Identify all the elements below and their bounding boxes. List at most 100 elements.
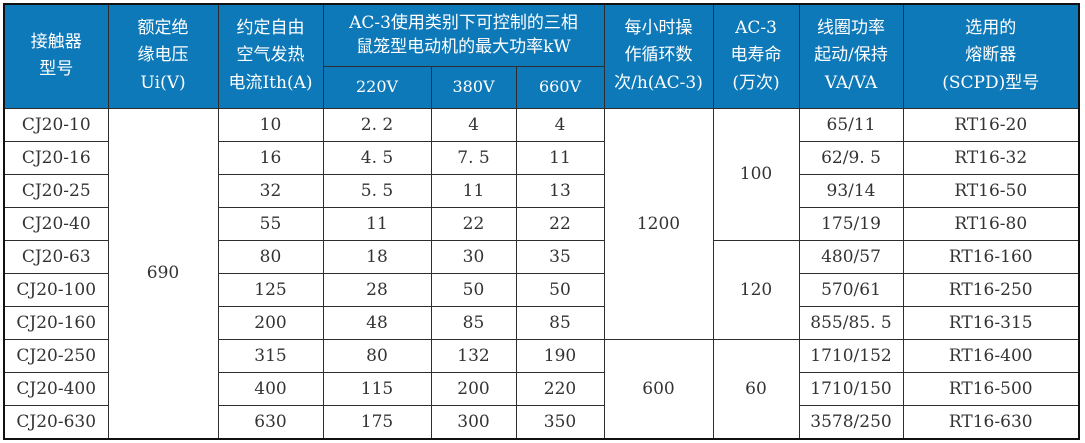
cell-coil: 570/61 — [798, 272, 904, 307]
table-header: 接触器 型号 额定绝 缘电压 Ui(V) 约定自由 空气发热 电流Ith(A) … — [3, 3, 1080, 109]
cell-ith: 125 — [217, 272, 324, 307]
cell-kw-220: 80 — [322, 338, 432, 373]
cell-kw-660: 4 — [515, 107, 605, 142]
header-row-top: 接触器 型号 额定绝 缘电压 Ui(V) 约定自由 空气发热 电流Ith(A) … — [3, 3, 1080, 109]
cell-model: CJ20-16 — [3, 140, 109, 175]
table-row: CJ20-63 80 18 30 35 120 480/57 RT16-160 — [3, 239, 1080, 340]
cell-kw-380: 11 — [430, 173, 517, 208]
cell-ui: 690 — [107, 107, 219, 439]
cell-fuse: RT16-315 — [902, 305, 1080, 340]
cell-fuse: RT16-160 — [902, 239, 1080, 274]
cell-coil: 855/85. 5 — [798, 305, 904, 340]
cell-model: CJ20-160 — [3, 305, 109, 340]
cell-ith: 200 — [217, 305, 324, 340]
cell-kw-660: 50 — [515, 272, 605, 307]
cell-model: CJ20-25 — [3, 173, 109, 208]
cell-coil: 480/57 — [798, 239, 904, 274]
cell-coil: 175/19 — [798, 206, 904, 241]
cell-kw-380: 7. 5 — [430, 140, 517, 175]
cell-kw-380: 200 — [430, 371, 517, 406]
cell-fuse: RT16-500 — [902, 371, 1080, 406]
header-cycles: 每小时操 作循环数 次/h(AC-3) — [603, 3, 714, 109]
header-660v: 660V — [515, 65, 605, 109]
cell-life: 120 — [712, 239, 800, 340]
cell-kw-660: 85 — [515, 305, 605, 340]
cell-kw-380: 22 — [430, 206, 517, 241]
cell-coil: 1710/152 — [798, 338, 904, 373]
table-row: CJ20-10 690 10 2. 2 4 4 1200 100 65/11 RT16-20 — [3, 107, 1080, 439]
cell-kw-220: 5. 5 — [322, 173, 432, 208]
header-ith: 约定自由 空气发热 电流Ith(A) — [217, 3, 324, 109]
cell-kw-380: 300 — [430, 404, 517, 439]
cell-fuse: RT16-32 — [902, 140, 1080, 175]
cell-coil: 93/14 — [798, 173, 904, 208]
cell-coil: 65/11 — [798, 107, 904, 142]
cell-ith: 16 — [217, 140, 324, 175]
cell-model: CJ20-100 — [3, 272, 109, 307]
cell-kw-660: 220 — [515, 371, 605, 406]
cell-model: CJ20-630 — [3, 404, 109, 439]
cell-fuse: RT16-630 — [902, 404, 1080, 439]
header-220v: 220V — [322, 65, 432, 109]
cell-kw-380: 30 — [430, 239, 517, 274]
cell-cycles: 600 — [603, 338, 714, 439]
header-life: AC-3 电寿命 (万次) — [712, 3, 800, 109]
cell-kw-380: 50 — [430, 272, 517, 307]
cell-coil: 62/9. 5 — [798, 140, 904, 175]
table-row: CJ20-100 125 28 50 50 570/61 RT16-250 — [3, 272, 1080, 307]
cell-life: 100 — [712, 107, 800, 241]
cell-kw-220: 11 — [322, 206, 432, 241]
table-body: CJ20-10 690 10 2. 2 4 4 1200 100 65/11 RT16-20 CJ2… — [3, 107, 1080, 439]
header-row-sub: 220V 380V 660V — [4, 65, 1079, 109]
cell-kw-220: 4. 5 — [322, 140, 432, 175]
cell-coil: 1710/150 — [798, 371, 904, 406]
header-model: 接触器 型号 — [3, 3, 109, 109]
cell-fuse: RT16-400 — [902, 338, 1080, 373]
cell-kw-380: 4 — [430, 107, 517, 142]
header-ac3-group: AC-3使用类别下可控制的三相 鼠笼型电动机的最大功率kW — [322, 3, 605, 67]
header-380v: 380V — [430, 65, 517, 109]
cell-ith: 55 — [217, 206, 324, 241]
cell-ith: 80 — [217, 239, 324, 274]
cell-model: CJ20-400 — [3, 371, 109, 406]
spec-table: 接触器 型号 额定绝 缘电压 Ui(V) 约定自由 空气发热 电流Ith(A) … — [3, 3, 1080, 440]
cell-ith: 315 — [217, 338, 324, 373]
cell-kw-380: 132 — [430, 338, 517, 373]
table-row: CJ20-40 55 11 22 22 175/19 RT16-80 — [3, 206, 1080, 241]
cell-kw-380: 85 — [430, 305, 517, 340]
header-ui: 额定绝 缘电压 Ui(V) — [107, 3, 219, 109]
cell-fuse: RT16-250 — [902, 272, 1080, 307]
table-row: CJ20-16 16 4. 5 7. 5 11 62/9. 5 RT16-32 — [3, 140, 1080, 175]
table-row: CJ20-160 200 48 85 85 855/85. 5 RT16-315 — [3, 305, 1080, 340]
cell-model: CJ20-250 — [3, 338, 109, 373]
cell-model: CJ20-63 — [3, 239, 109, 274]
table-row: CJ20-250 315 80 132 190 600 60 1710/152 RT16-400 — [3, 338, 1080, 439]
cell-fuse: RT16-50 — [902, 173, 1080, 208]
cell-kw-220: 115 — [322, 371, 432, 406]
header-coil: 线圈功率 起动/保持 VA/VA — [798, 3, 904, 109]
table-row: CJ20-25 32 5. 5 11 13 93/14 RT16-50 — [3, 173, 1080, 208]
cell-ith: 400 — [217, 371, 324, 406]
cell-kw-660: 11 — [515, 140, 605, 175]
cell-fuse: RT16-20 — [902, 107, 1080, 142]
cell-kw-220: 48 — [322, 305, 432, 340]
cell-kw-660: 35 — [515, 239, 605, 274]
cell-kw-660: 350 — [515, 404, 605, 439]
cell-kw-660: 190 — [515, 338, 605, 373]
cell-kw-660: 22 — [515, 206, 605, 241]
cell-kw-220: 18 — [322, 239, 432, 274]
cell-kw-220: 2. 2 — [322, 107, 432, 142]
cell-kw-220: 28 — [322, 272, 432, 307]
table-row: CJ20-630 630 175 300 350 3578/250 RT16-630 — [3, 404, 1080, 439]
table-row: CJ20-400 400 115 200 220 1710/150 RT16-500 — [3, 371, 1080, 406]
header-fuse: 选用的 熔断器 (SCPD)型号 — [902, 3, 1080, 109]
cell-coil: 3578/250 — [798, 404, 904, 439]
cell-model: CJ20-40 — [3, 206, 109, 241]
cell-ith: 32 — [217, 173, 324, 208]
cell-model: CJ20-10 — [3, 107, 109, 142]
cell-fuse: RT16-80 — [902, 206, 1080, 241]
cell-life: 60 — [712, 338, 800, 439]
cell-ith: 630 — [217, 404, 324, 439]
cell-ith: 10 — [217, 107, 324, 142]
cell-kw-660: 13 — [515, 173, 605, 208]
